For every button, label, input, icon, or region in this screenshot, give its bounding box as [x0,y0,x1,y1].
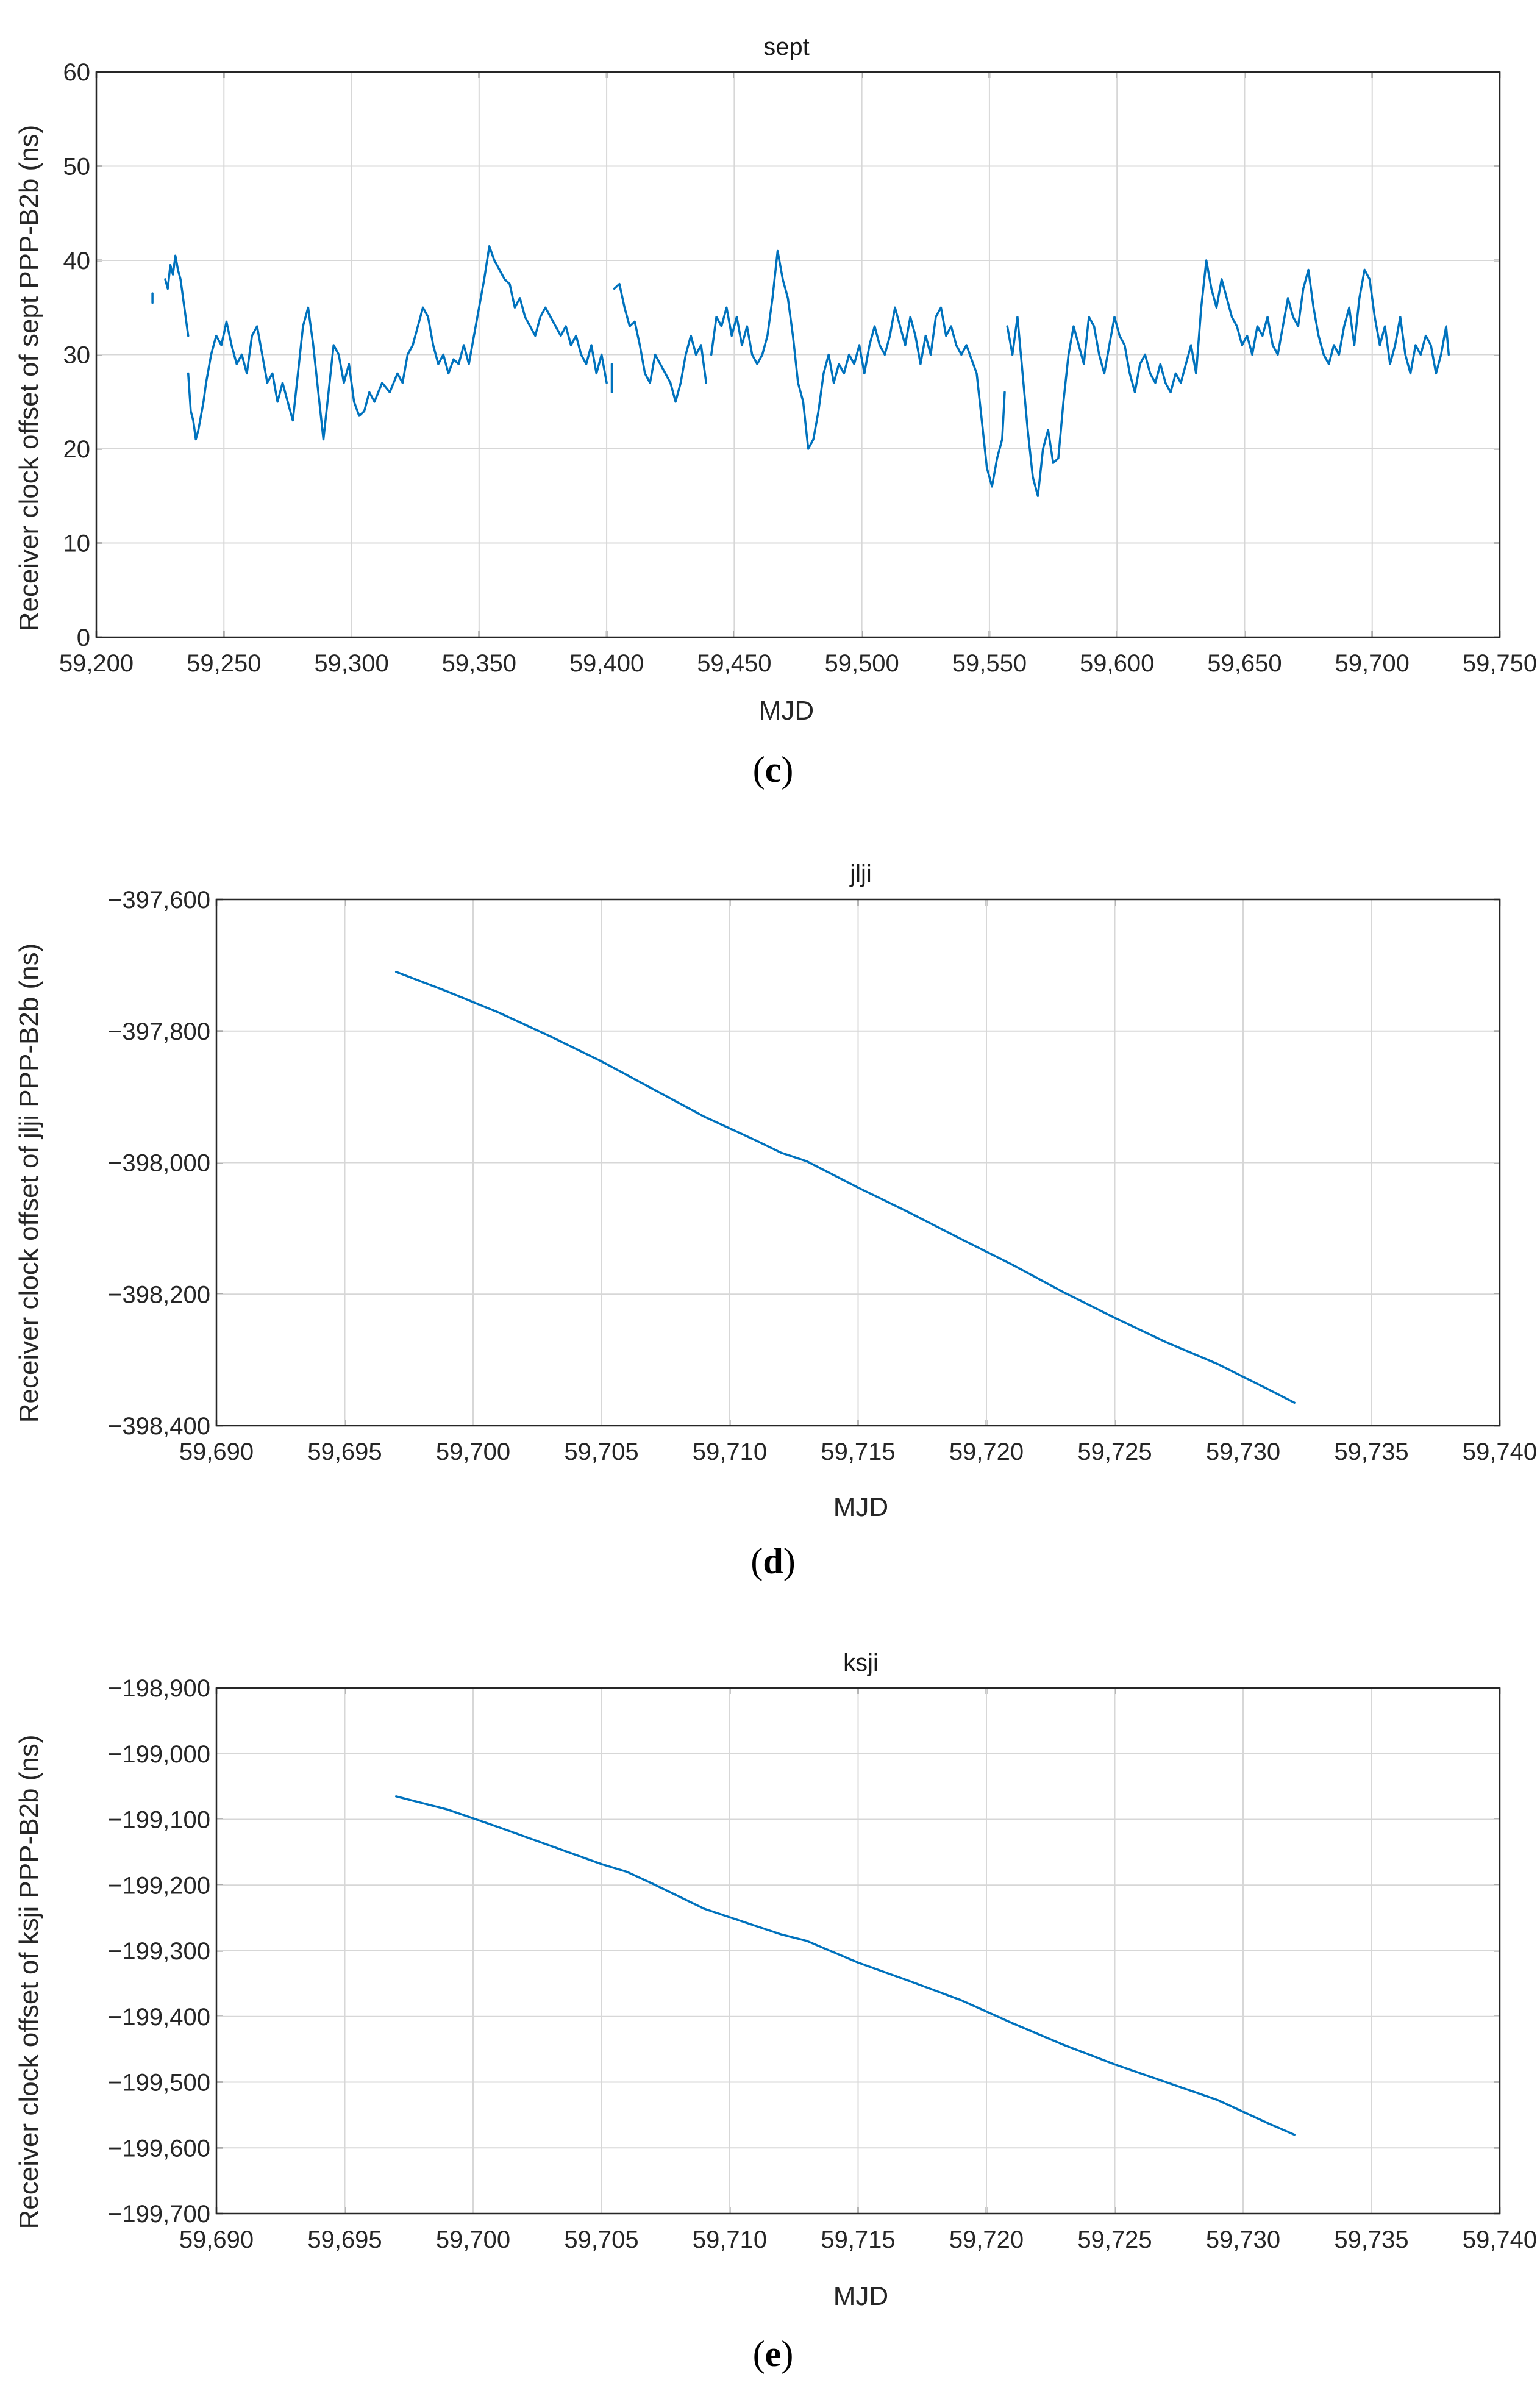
panel-c-x-tick-label: 59,750 [1463,650,1537,677]
panel-c-x-tick-label: 59,550 [952,650,1027,677]
panel-c-x-axis-label: MJD [759,696,814,726]
panel-d-y-tick-label: −397,600 [108,887,210,913]
panel-c-title: sept [763,34,810,60]
panel-d-x-tick-label: 59,695 [307,1439,382,1465]
panel-c-x-tick-label: 59,650 [1207,650,1282,677]
panel-d-y-tick-label: −398,200 [108,1281,210,1308]
panel-d-x-tick-label: 59,720 [949,1439,1024,1465]
panel-e-y-tick-label: −199,100 [108,1807,210,1834]
panel-e-x-tick-label: 59,710 [693,2226,767,2253]
panel-e-grid [216,1687,1500,2214]
panel-e-y-tick-label: −199,200 [108,1872,210,1899]
panel-e-y-ticks: −198,900 −199,000 −199,100 −199,200 −199,300… [108,1675,1500,2228]
panel-c-y-tick-label: 30 [63,342,91,369]
panel-d-x-tick-label: 59,700 [436,1439,510,1465]
panel-e-series [394,1795,1296,2136]
panel-e-series-line-segment-0 [394,1795,1296,2136]
panel-e-x-tick-label: 59,730 [1206,2226,1280,2253]
panel-c-x-tick-label: 59,700 [1335,650,1410,677]
panel-c-x-tick-label: 59,500 [824,650,899,677]
caption-d-letter: d [763,1541,783,1581]
panel-c-y-tick-label: 10 [63,531,91,557]
panel-e-x-tick-label: 59,700 [436,2226,510,2253]
caption-d: (d) [750,1541,795,1581]
panel-e-y-tick-label: −199,400 [108,2004,210,2031]
panel-c-series-line-segment-2 [187,245,608,441]
panel-d-x-tick-label: 59,735 [1334,1439,1408,1465]
panel-d-x-tick-label: 59,710 [693,1439,767,1465]
panel-e-y-axis-label: Receiver clock offset of ksji PPP-B2b (n… [14,1734,44,2229]
panel-e-x-tick-label: 59,715 [821,2226,895,2253]
panel-e-x-tick-label: 59,705 [564,2226,638,2253]
panel-c-y-axis-label: Receiver clock offset of sept PPP-B2b (n… [14,125,44,632]
panel-d-y-axis-label: Receiver clock offset of jlji PPP-B2b (n… [14,943,44,1423]
panel-c-y-tick-label: 20 [63,436,91,463]
panel-c-x-tick-label: 59,300 [314,650,388,677]
panel-d-y-tick-label: −398,400 [108,1413,210,1440]
panel-e-x-tick-label: 59,690 [179,2226,254,2253]
panel-e-x-tick-label: 59,740 [1463,2226,1537,2253]
panel-c-y-tick-label: 0 [77,624,90,651]
panel-e-x-tick-label: 59,720 [949,2226,1024,2253]
caption-c-letter: c [765,749,782,790]
panel-c-y-tick-label: 60 [63,59,91,86]
panel-c-series-line-segment-6 [1006,259,1450,498]
panel-d-y-tick-label: −397,800 [108,1018,210,1045]
panel-e-y-tick-label: −199,000 [108,1741,210,1768]
panel-d-series [394,970,1296,1404]
panel-d-x-axis-label: MJD [833,1492,888,1522]
panel-c-series-line-segment-1 [164,254,190,337]
panel-e-title: ksji [843,1650,879,1676]
panel-c-series-line-segment-5 [710,249,1006,488]
panel-c-axes-box [95,71,1501,638]
panel-e-x-tick-label: 59,725 [1077,2226,1152,2253]
caption-e-letter: e [765,2334,782,2374]
panel-d-title: jlji [849,860,872,887]
panel-c-x-ticks: 59,200 59,250 59,300 59,350 59,400 59,450 59,5… [59,72,1537,677]
panel-d-axes-box [215,898,1501,1427]
panel-c-series-line-segment-4 [613,282,708,403]
panel-d-x-tick-label: 59,725 [1077,1439,1152,1465]
caption-e: (e) [753,2334,794,2374]
panel-e-axes-box [215,1687,1501,2215]
panel-c-series [151,245,1450,498]
panel-d: jlji −397,600 −397,800 −398,000 −398,200 −39… [14,860,1537,1522]
panel-c-y-tick-label: 40 [63,248,91,274]
panel-e-x-tick-label: 59,735 [1334,2226,1408,2253]
panel-c-y-tick-label: 50 [63,154,91,181]
panel-c-x-tick-label: 59,250 [187,650,261,677]
panel-c-x-tick-label: 59,600 [1080,650,1154,677]
panel-d-x-tick-label: 59,715 [821,1439,895,1465]
panel-e-y-tick-label: −199,600 [108,2135,210,2162]
panel-c-x-tick-label: 59,200 [59,650,134,677]
panel-d-y-tick-label: −398,000 [108,1150,210,1177]
panel-e-y-tick-label: −198,900 [108,1675,210,1702]
panel-d-x-tick-label: 59,705 [564,1439,638,1465]
panel-e-x-axis-label: MJD [833,2281,888,2311]
panel-e-y-tick-label: −199,500 [108,2070,210,2097]
panel-e-x-tick-label: 59,695 [307,2226,382,2253]
panel-e-y-tick-label: −199,700 [108,2201,210,2228]
panel-e: ksji −198,900−199,000−199,100−199,200−19… [14,1650,1537,2311]
caption-c: (c) [753,749,794,790]
panel-d-x-tick-label: 59,730 [1206,1439,1280,1465]
panel-c-x-tick-label: 59,400 [569,650,644,677]
panel-d-series-line-segment-0 [394,970,1296,1404]
panel-d-x-tick-label: 59,690 [179,1439,254,1465]
panel-d-x-tick-label: 59,740 [1463,1439,1537,1465]
panel-c-x-tick-label: 59,450 [697,650,771,677]
panel-e-y-tick-label: −199,300 [108,1938,210,1965]
panel-c-x-tick-label: 59,350 [442,650,516,677]
